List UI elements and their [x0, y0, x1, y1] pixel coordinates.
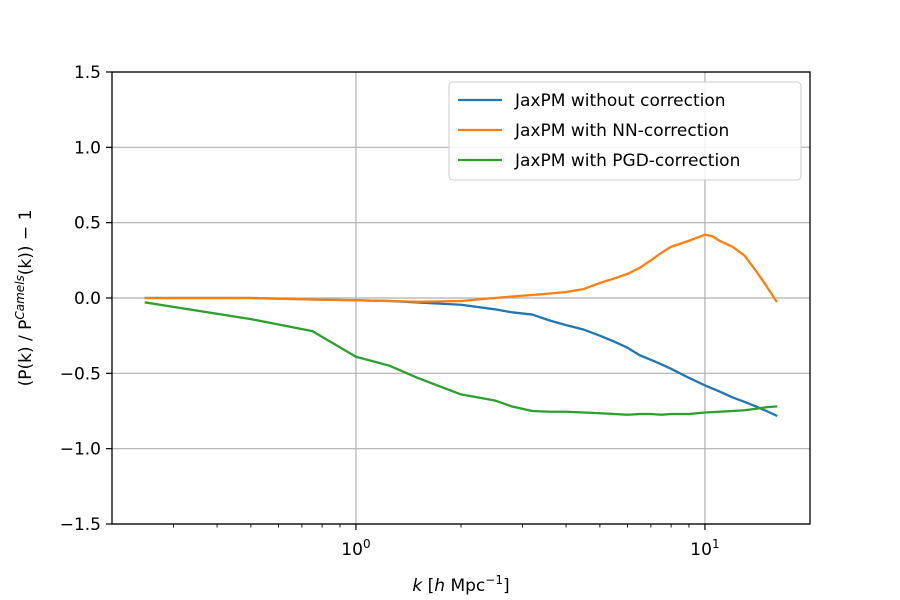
x-tick-label: 101 [690, 537, 719, 560]
y-axis-label: (P(k) / PCamels(k)) − 1 [13, 210, 36, 387]
y-tick-label: 0.5 [74, 214, 101, 234]
y-tick-label: 1.0 [74, 138, 101, 158]
y-tick-label: −1.5 [60, 515, 101, 535]
y-tick-label: 1.5 [74, 63, 101, 83]
legend: JaxPM without correction JaxPM with NN-c… [448, 81, 802, 181]
legend-label-2: JaxPM with PGD-correction [514, 151, 740, 171]
x-tick-label: 100 [341, 537, 370, 560]
legend-label-1: JaxPM with NN-correction [514, 121, 729, 141]
series-line-1 [144, 233, 778, 303]
y-tick-label: −1.0 [60, 440, 101, 460]
legend-box [448, 81, 802, 181]
y-tick-label: −0.5 [60, 364, 101, 384]
x-axis-label: k [h Mpc−1] [412, 573, 509, 596]
series-line-2 [144, 301, 778, 416]
legend-label-0: JaxPM without correction [514, 91, 726, 111]
series-lines [144, 233, 778, 418]
y-tick-label: 0.0 [74, 289, 101, 309]
ticks: 1.5 1.0 0.5 0.0 −0.5 −1.0 −1.5 100 101 [60, 63, 720, 560]
